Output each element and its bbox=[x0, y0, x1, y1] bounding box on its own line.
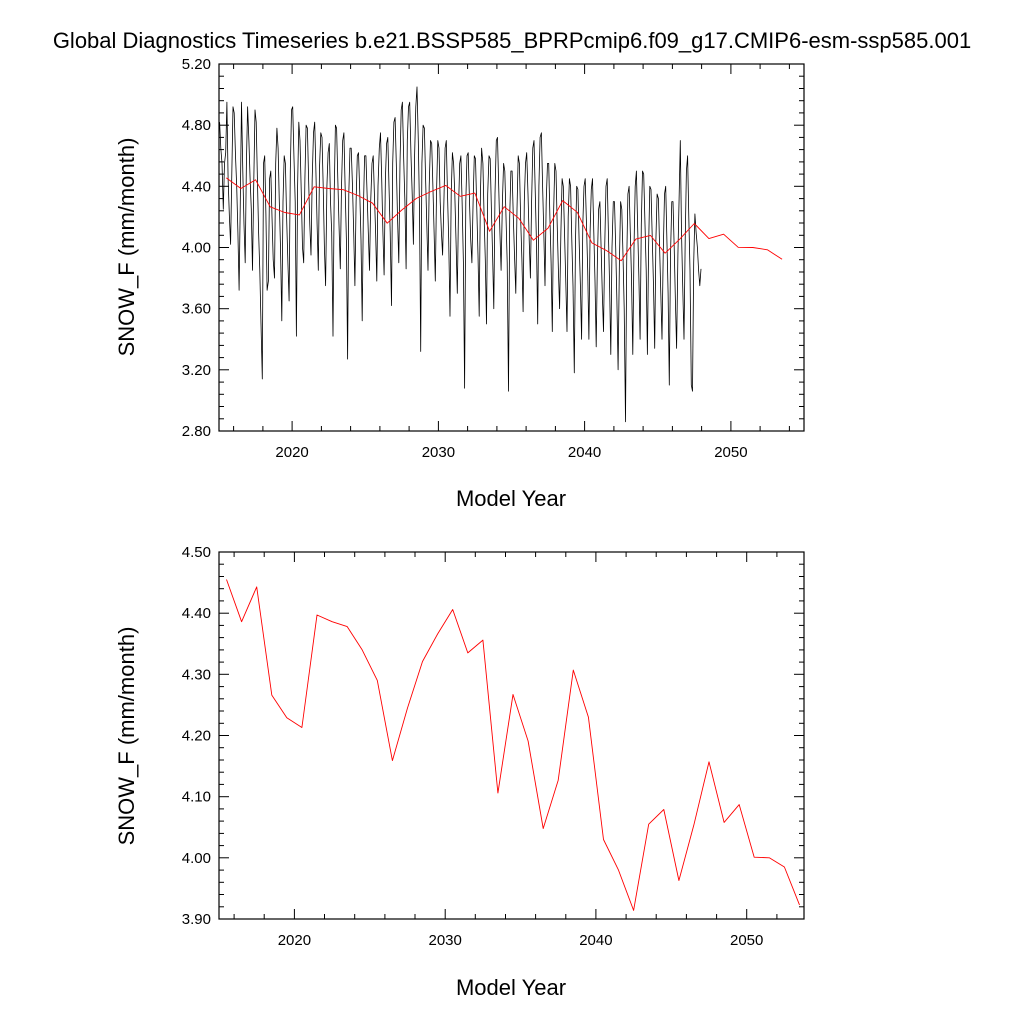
bottom-y-tick-label: 4.20 bbox=[182, 728, 211, 745]
bottom-y-axis-label: SNOW_F (mm/month) bbox=[114, 627, 139, 846]
bottom-y-tick-label: 4.10 bbox=[182, 789, 211, 806]
bottom-plot-frame bbox=[218, 551, 805, 920]
top-y-tick-label: 4.40 bbox=[182, 178, 211, 195]
top-panel: SNOW_F (mm/month) Model Year 2020 2030 204… bbox=[114, 56, 805, 511]
top-x-tick-label: 2040 bbox=[568, 444, 601, 461]
top-y-tick-label: 4.00 bbox=[182, 240, 211, 257]
bottom-x-tick-label: 2030 bbox=[429, 932, 462, 949]
bottom-y-tick-label: 4.30 bbox=[182, 666, 211, 683]
top-y-tick-label: 2.80 bbox=[182, 423, 211, 440]
top-y-tick-label: 5.20 bbox=[182, 56, 211, 73]
top-x-tick-label: 2030 bbox=[422, 444, 455, 461]
top-x-tick-label: 2020 bbox=[275, 444, 308, 461]
bottom-y-tick-label: 3.90 bbox=[182, 911, 211, 928]
top-x-axis-label: Model Year bbox=[456, 486, 566, 511]
bottom-x-tick-label: 2020 bbox=[278, 932, 311, 949]
top-plot-frame bbox=[218, 63, 805, 432]
figure-title: Global Diagnostics Timeseries b.e21.BSSP… bbox=[53, 28, 971, 53]
top-annual-series-line bbox=[226, 177, 783, 262]
top-y-tick-label: 3.20 bbox=[182, 362, 211, 379]
bottom-annual-series-line bbox=[226, 579, 800, 911]
bottom-y-tick-label: 4.50 bbox=[182, 544, 211, 561]
bottom-x-tick-label: 2040 bbox=[579, 932, 612, 949]
bottom-panel: SNOW_F (mm/month) Model Year 2020 2030 204… bbox=[114, 544, 805, 1000]
top-y-axis-label: SNOW_F (mm/month) bbox=[114, 138, 139, 357]
top-y-tick-label: 4.80 bbox=[182, 117, 211, 134]
top-x-tick-label: 2050 bbox=[714, 444, 747, 461]
bottom-x-axis-label: Model Year bbox=[456, 975, 566, 1000]
bottom-y-tick-label: 4.40 bbox=[182, 605, 211, 622]
bottom-x-tick-label: 2050 bbox=[730, 932, 763, 949]
bottom-y-tick-label: 4.00 bbox=[182, 850, 211, 867]
top-y-tick-label: 3.60 bbox=[182, 301, 211, 318]
top-monthly-series-line bbox=[219, 86, 702, 423]
